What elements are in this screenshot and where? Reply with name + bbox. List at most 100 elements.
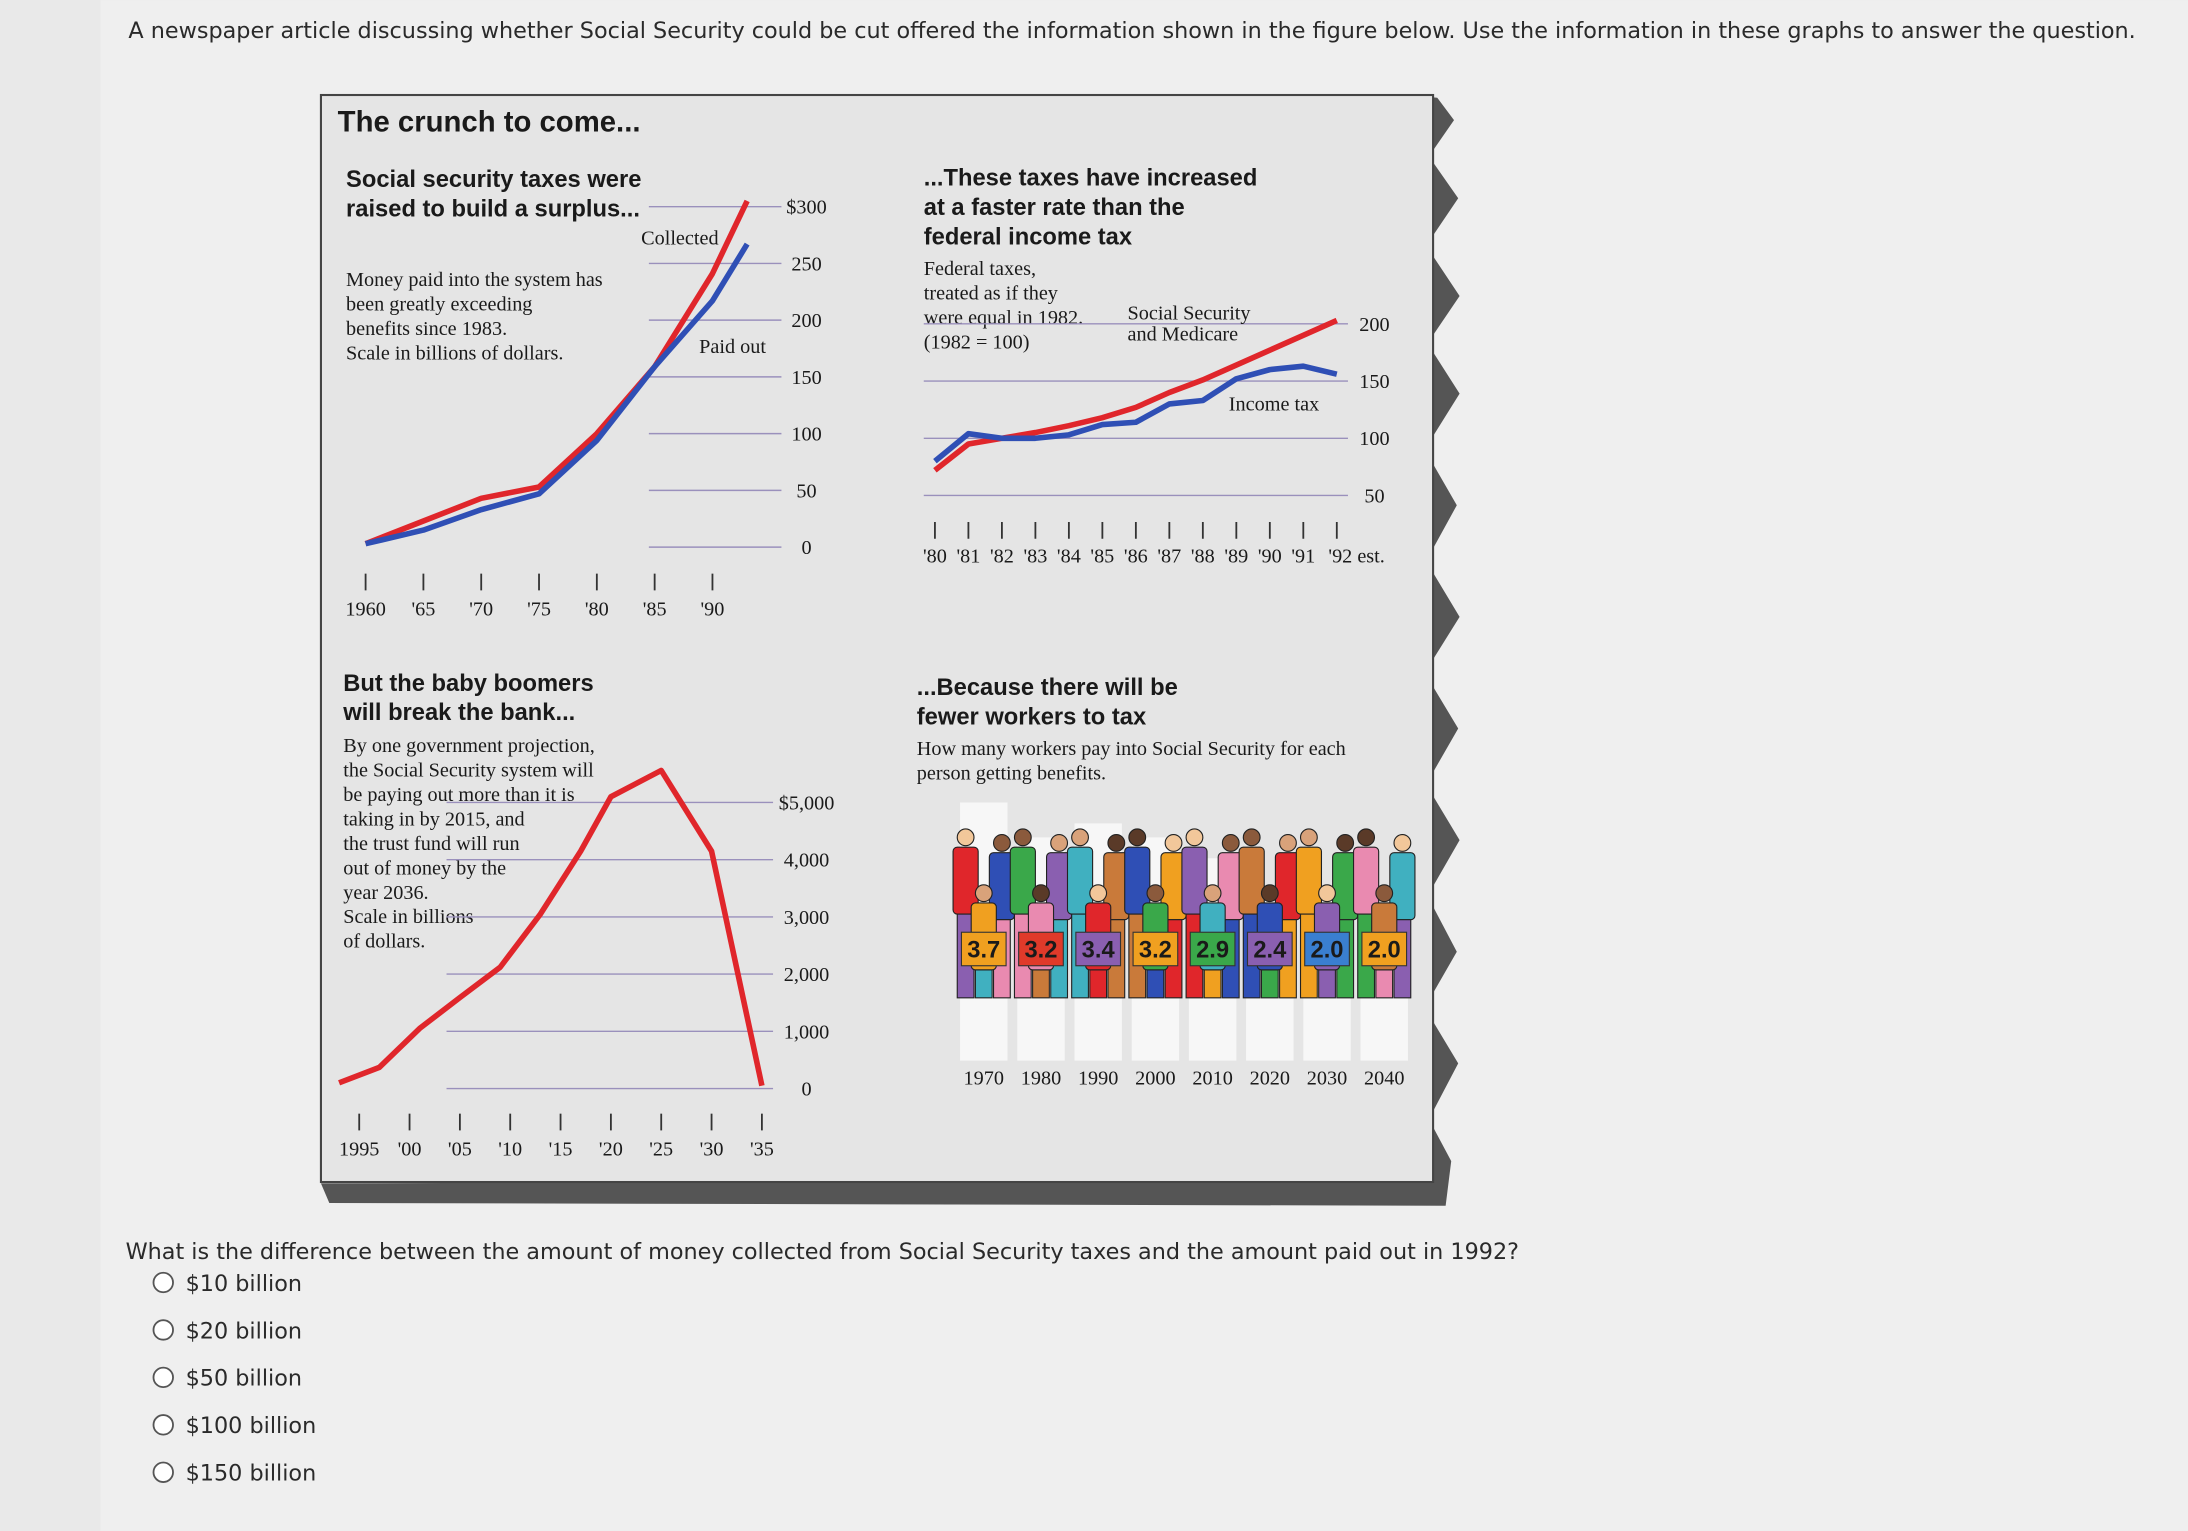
x-tick-label: 2030 bbox=[1307, 1067, 1347, 1089]
x-tick-label: '70 bbox=[469, 598, 493, 620]
chart-note: been greatly exceeding bbox=[346, 294, 532, 316]
y-tick-label: 0 bbox=[801, 537, 811, 559]
y-tick-label: 100 bbox=[791, 424, 821, 446]
person-head bbox=[1318, 884, 1336, 903]
person-head bbox=[1242, 828, 1261, 847]
x-tick-label: 1980 bbox=[1021, 1067, 1061, 1089]
x-tick-label: '35 bbox=[750, 1139, 774, 1161]
x-tick-label: 1970 bbox=[964, 1067, 1004, 1089]
value-label: 3.2 bbox=[1024, 937, 1057, 963]
x-tick-label: '82 bbox=[990, 545, 1014, 567]
person-head bbox=[1393, 834, 1412, 852]
series-name: Income tax bbox=[1228, 395, 1320, 416]
x-tick-label: '90 bbox=[701, 598, 725, 620]
x-tick-label: '81 bbox=[956, 545, 980, 567]
y-tick-label: 100 bbox=[1359, 428, 1389, 450]
series-name: Collected bbox=[641, 228, 719, 250]
option-label[interactable]: $50 billion bbox=[186, 1366, 302, 1392]
option[interactable]: $20 billion bbox=[152, 1318, 302, 1344]
chart-note: Money paid into the system has bbox=[346, 269, 603, 291]
option-label[interactable]: $20 billion bbox=[186, 1318, 302, 1344]
option-label[interactable]: $100 billion bbox=[186, 1413, 317, 1439]
radio-button[interactable] bbox=[152, 1319, 174, 1341]
radio-button[interactable] bbox=[152, 1271, 174, 1294]
series-name: Social Security and Medicare bbox=[1127, 304, 1251, 347]
value-box bbox=[1189, 931, 1236, 967]
x-tick-label: '10 bbox=[498, 1139, 522, 1161]
y-tick-label: $5,000 bbox=[779, 792, 835, 814]
series-label: Social Security and Medicare bbox=[1127, 304, 1251, 347]
chart-title: Social security taxes were bbox=[346, 167, 641, 193]
value-box bbox=[1132, 931, 1179, 967]
person-head bbox=[1375, 884, 1394, 903]
x-tick-label: 1990 bbox=[1078, 1067, 1118, 1089]
instructions: A newspaper article discussing whether S… bbox=[128, 18, 2135, 44]
person-head bbox=[1050, 834, 1069, 852]
series-line bbox=[933, 363, 1338, 464]
radio-button[interactable] bbox=[152, 1414, 174, 1436]
chart-title: fewer workers to tax bbox=[917, 704, 1147, 730]
option[interactable]: $50 billion bbox=[152, 1366, 302, 1392]
chart-note: be paying out more than it is bbox=[343, 784, 574, 806]
y-tick-label: 2,000 bbox=[784, 964, 830, 986]
chart-note: By one government projection, bbox=[343, 735, 595, 757]
option[interactable]: $100 billion bbox=[152, 1413, 317, 1439]
x-tick-label: '80 bbox=[585, 598, 609, 620]
option[interactable]: $10 billion bbox=[152, 1271, 302, 1297]
option-label[interactable]: $150 billion bbox=[186, 1461, 317, 1487]
person-head bbox=[1185, 828, 1204, 847]
x-tick-label: '80 bbox=[923, 545, 947, 567]
person-legs bbox=[1089, 969, 1108, 999]
x-tick-label: 2020 bbox=[1250, 1067, 1290, 1089]
x-tick-label: '88 bbox=[1191, 545, 1215, 567]
x-tick-label: '15 bbox=[549, 1139, 573, 1161]
person-head bbox=[956, 828, 975, 847]
x-tick-label: '00 bbox=[398, 1139, 422, 1161]
x-tick-label: 1960 bbox=[345, 598, 385, 620]
option[interactable]: $150 billion bbox=[152, 1461, 317, 1487]
person-legs bbox=[1260, 969, 1279, 999]
question: What is the difference between the amoun… bbox=[126, 1239, 1519, 1265]
radio-button[interactable] bbox=[152, 1461, 174, 1483]
chart-note: out of money by the bbox=[343, 857, 506, 879]
chart-title: ...These taxes have increased bbox=[924, 166, 1258, 192]
y-tick-label: 250 bbox=[791, 253, 821, 275]
person-head bbox=[1221, 834, 1240, 852]
x-tick-label: 1995 bbox=[339, 1139, 379, 1161]
x-tick-label: '75 bbox=[527, 598, 551, 620]
chart: But the baby boomers will break the bank.… bbox=[338, 671, 835, 1161]
chart-title: raised to build a surplus... bbox=[346, 196, 640, 222]
value-box bbox=[1075, 931, 1122, 967]
chart-note: the trust fund will run bbox=[343, 833, 519, 855]
person-head bbox=[1357, 828, 1376, 847]
person-legs bbox=[1203, 969, 1222, 999]
value-label: 2.4 bbox=[1253, 937, 1287, 963]
person-head bbox=[1107, 834, 1126, 852]
person-head bbox=[1146, 884, 1165, 903]
chart-note: the Social Security system will bbox=[343, 760, 594, 782]
x-tick-label: '87 bbox=[1157, 545, 1181, 567]
person-head bbox=[1071, 828, 1089, 847]
person-head bbox=[1032, 884, 1050, 903]
y-tick-label: 200 bbox=[1359, 314, 1389, 336]
radio-button[interactable] bbox=[152, 1366, 174, 1389]
person-head bbox=[974, 884, 993, 903]
chart-note: Federal taxes, bbox=[924, 258, 1036, 280]
options: $10 billion $20 billion $50 billion $100 bi… bbox=[152, 1271, 317, 1487]
series-line bbox=[364, 242, 750, 547]
x-tick-label: 2010 bbox=[1192, 1067, 1232, 1089]
x-tick-label: '05 bbox=[448, 1139, 472, 1161]
person-head bbox=[1336, 834, 1355, 852]
chart-note: year 2036. bbox=[343, 882, 428, 904]
chart-note: benefits since 1983. bbox=[346, 318, 507, 340]
x-tick-label: '86 bbox=[1124, 545, 1148, 567]
person-legs bbox=[974, 969, 993, 999]
charts: Social security taxes were raised to buil… bbox=[338, 166, 1416, 1161]
chart: ...These taxes have increased at a faster… bbox=[923, 166, 1390, 568]
option-label[interactable]: $10 billion bbox=[186, 1271, 302, 1297]
person-head bbox=[1299, 828, 1318, 847]
chart: ...Because there will be fewer workers to… bbox=[917, 675, 1416, 1089]
value-box bbox=[960, 931, 1007, 967]
